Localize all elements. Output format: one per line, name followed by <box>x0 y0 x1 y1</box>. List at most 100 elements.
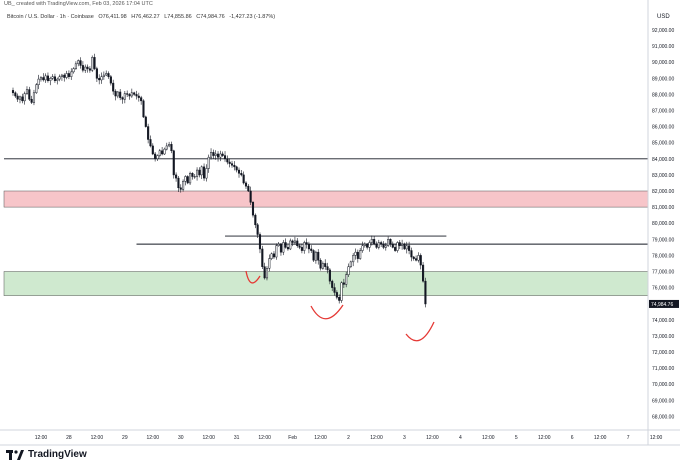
candle <box>366 242 369 250</box>
candle <box>242 171 245 185</box>
candle <box>63 73 66 82</box>
candle <box>310 245 313 253</box>
candle <box>165 142 168 151</box>
candle <box>270 252 273 261</box>
candle <box>221 151 224 157</box>
candle <box>282 239 285 256</box>
annotation-arc-1 <box>310 304 344 320</box>
candle <box>417 252 420 263</box>
candle <box>200 165 203 180</box>
candle <box>286 244 289 251</box>
candle <box>84 64 87 73</box>
candle <box>233 161 236 171</box>
candle <box>398 240 401 250</box>
candle <box>81 61 84 73</box>
candle <box>137 92 140 102</box>
price-axis[interactable]: 92,000.00 91,000.00 90,000.00 89,000.00 88,0… <box>652 28 674 420</box>
candle <box>128 92 131 100</box>
candle <box>114 89 117 101</box>
price-tick-label: 68,000.00 <box>652 414 674 420</box>
candle <box>380 240 383 247</box>
tradingview-logo[interactable]: TradingView <box>6 449 87 460</box>
candle <box>314 250 317 264</box>
tradingview-logo-text: TradingView <box>28 449 87 460</box>
candle <box>182 179 185 192</box>
candle <box>368 240 371 252</box>
candle <box>275 243 278 260</box>
candle <box>251 201 255 218</box>
price-tick-label: 78,000.00 <box>652 253 674 259</box>
candle <box>100 72 103 84</box>
candle <box>277 241 280 247</box>
candle <box>228 158 231 168</box>
tradingview-logo-icon <box>6 449 24 460</box>
candle <box>284 238 287 249</box>
candle <box>93 53 96 71</box>
candle <box>293 236 296 244</box>
candle <box>203 163 206 181</box>
candle <box>42 73 45 82</box>
candle <box>88 66 91 73</box>
candle <box>37 74 40 90</box>
price-tick-label: 84,000.00 <box>652 157 674 163</box>
time-tick-label: 2 <box>347 435 350 441</box>
candle <box>307 241 310 254</box>
symbol-info-bar: Bitcoin / U.S. Dollar · 1h · Coinbase O7… <box>7 14 278 20</box>
candle <box>272 251 276 259</box>
candle <box>296 238 299 248</box>
time-tick-label: 3 <box>403 435 406 441</box>
candle <box>352 253 355 267</box>
candle <box>60 73 63 81</box>
candle <box>184 175 187 186</box>
price-tick-label: 71,000.00 <box>652 366 674 372</box>
candle <box>189 171 192 185</box>
price-tick-label: 87,000.00 <box>652 109 674 115</box>
zone-0[interactable] <box>3 190 649 208</box>
candle <box>256 223 259 239</box>
candle <box>18 95 22 104</box>
price-tick-label: 92,000.00 <box>652 28 674 34</box>
candle <box>408 241 411 255</box>
candle <box>240 169 243 177</box>
price-tick-label: 69,000.00 <box>652 398 674 404</box>
price-tick-label: 73,000.00 <box>652 334 674 340</box>
time-tick-label: 12:00 <box>370 435 383 441</box>
candle <box>249 186 252 206</box>
candle <box>258 232 262 254</box>
candle <box>291 239 294 247</box>
symbol-name: Bitcoin / U.S. Dollar · 1h · Coinbase <box>7 14 94 20</box>
candle <box>389 238 392 247</box>
candle <box>23 91 26 105</box>
candle <box>186 175 189 185</box>
candle <box>21 93 24 104</box>
candle <box>95 66 98 82</box>
candle <box>79 57 82 69</box>
candle <box>300 243 303 254</box>
price-tick-label: 86,000.00 <box>652 125 674 131</box>
candle <box>77 59 80 67</box>
candle <box>382 241 385 250</box>
candle <box>223 151 227 162</box>
candle <box>56 77 59 85</box>
time-tick-label: 12:00 <box>35 435 48 441</box>
candle <box>370 235 373 246</box>
candle <box>319 258 322 271</box>
candle <box>98 74 101 85</box>
time-tick-label: 12:00 <box>258 435 271 441</box>
candle <box>32 89 36 106</box>
last-price-marker: 74,984.76 <box>649 299 679 308</box>
candle <box>412 255 415 261</box>
candle <box>345 271 348 288</box>
candle <box>356 249 359 263</box>
zone-1[interactable] <box>3 271 649 296</box>
candle <box>289 238 292 251</box>
candle <box>212 149 215 160</box>
price-tick-label: 90,000.00 <box>652 60 674 66</box>
time-tick-label: 6 <box>571 435 574 441</box>
candle <box>198 167 201 178</box>
candle <box>405 241 408 254</box>
candle <box>384 242 387 251</box>
time-tick-label: 12:00 <box>147 435 160 441</box>
time-axis[interactable]: 12:00 28 12:00 29 12:00 30 12:00 31 12:00 Feb 12:0… <box>35 435 680 441</box>
